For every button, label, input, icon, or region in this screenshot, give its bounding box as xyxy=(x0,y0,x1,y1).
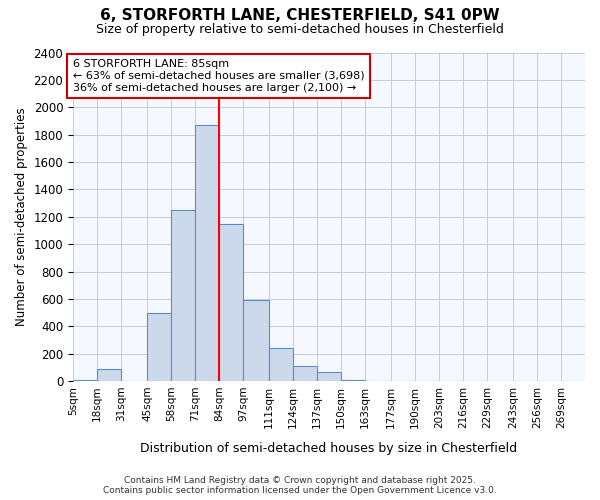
Text: Contains HM Land Registry data © Crown copyright and database right 2025.
Contai: Contains HM Land Registry data © Crown c… xyxy=(103,476,497,495)
Bar xyxy=(341,380,365,381)
Bar xyxy=(269,348,293,381)
Bar xyxy=(195,125,219,381)
Text: Size of property relative to semi-detached houses in Chesterfield: Size of property relative to semi-detach… xyxy=(96,22,504,36)
X-axis label: Distribution of semi-detached houses by size in Chesterfield: Distribution of semi-detached houses by … xyxy=(140,442,518,455)
Bar xyxy=(73,380,97,381)
Text: 6 STORFORTH LANE: 85sqm
← 63% of semi-detached houses are smaller (3,698)
36% of: 6 STORFORTH LANE: 85sqm ← 63% of semi-de… xyxy=(73,60,365,92)
Text: 6, STORFORTH LANE, CHESTERFIELD, S41 0PW: 6, STORFORTH LANE, CHESTERFIELD, S41 0PW xyxy=(100,8,500,22)
Bar xyxy=(219,224,243,381)
Bar xyxy=(147,312,171,381)
Bar xyxy=(293,366,317,381)
Bar xyxy=(171,210,195,381)
Y-axis label: Number of semi-detached properties: Number of semi-detached properties xyxy=(15,108,28,326)
Bar xyxy=(317,372,341,381)
Bar xyxy=(97,369,121,381)
Bar xyxy=(243,300,269,381)
